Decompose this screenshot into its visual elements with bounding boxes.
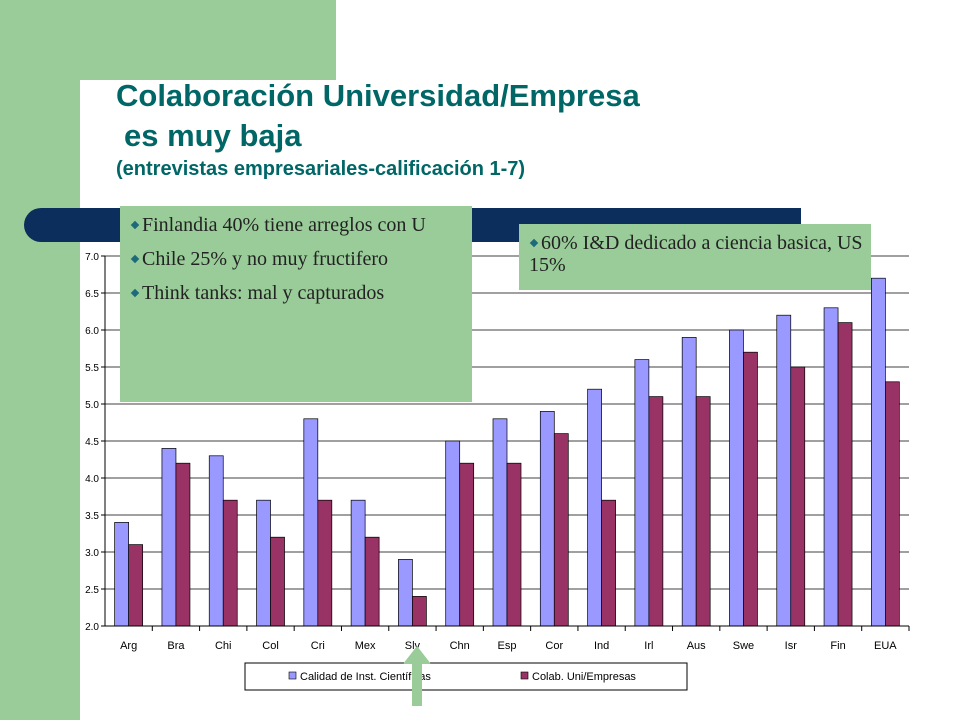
bar-series-2	[412, 596, 427, 627]
callout-text: Think tanks: mal y capturados	[142, 282, 385, 304]
bar-series-1	[350, 499, 366, 627]
bar-series-2	[222, 499, 238, 627]
bar-series-1	[539, 411, 555, 627]
bar-series-2	[601, 499, 616, 627]
diamond-bullet-icon	[130, 220, 140, 230]
bar-series-1	[823, 307, 839, 627]
callout-bullet: Chile 25% y no muy fructifero	[130, 248, 464, 270]
x-tick-label: Swe	[733, 640, 754, 652]
y-tick-label: 2.5	[85, 585, 99, 596]
bar-series-2	[128, 544, 143, 627]
top-green-block	[80, 0, 336, 80]
bar-series-2	[648, 396, 664, 627]
bar-series-2	[553, 433, 569, 627]
chart-legend	[244, 662, 688, 691]
bar-series-1	[161, 448, 177, 627]
bar-series-1	[871, 277, 886, 627]
bar-series-2	[695, 396, 711, 627]
y-tick-label: 6.5	[85, 289, 99, 300]
bar-series-2	[270, 536, 285, 627]
diamond-bullet-icon	[529, 238, 539, 248]
title-line-3: (entrevistas empresariales-calificación …	[116, 158, 526, 180]
y-tick-label: 5.0	[85, 400, 99, 411]
y-tick-label: 5.5	[85, 363, 99, 374]
up-arrow-icon	[403, 646, 431, 706]
bar-series-2	[364, 536, 380, 627]
bar-series-2	[317, 499, 333, 627]
legend-label-series-2: Colab. Uni/Empresas	[532, 671, 636, 683]
x-tick-label: Arg	[120, 640, 137, 652]
y-tick-label: 4.5	[85, 437, 99, 448]
bar-series-2	[175, 462, 191, 627]
title-line-2: es muy baja	[124, 118, 302, 153]
y-tick-label: 7.0	[85, 252, 99, 263]
bar-series-2	[885, 381, 900, 627]
bar-series-1	[256, 499, 271, 627]
diamond-bullet-icon	[130, 254, 140, 264]
x-tick-label: Cor	[545, 640, 563, 652]
bar-series-1	[445, 440, 461, 627]
bar-series-1	[729, 329, 744, 627]
callout-bullet: 60% I&D dedicado a ciencia basica, US 15…	[529, 232, 863, 276]
bar-series-1	[114, 522, 129, 627]
left-green-band	[0, 0, 80, 720]
bar-series-1	[492, 418, 508, 627]
bar-series-1	[303, 418, 319, 627]
bar-series-1	[398, 559, 413, 627]
x-tick-label: EUA	[874, 640, 897, 652]
legend-label-series-1: Calidad de Inst. Científicas	[300, 671, 431, 683]
x-tick-label: Ind	[594, 640, 609, 652]
y-tick-label: 6.0	[85, 326, 99, 337]
bar-series-2	[837, 322, 853, 627]
x-tick-label: Irl	[644, 640, 653, 652]
callout-finlandia: Finlandia 40% tiene arreglos con U Chile…	[120, 206, 472, 402]
x-tick-label: Cri	[311, 640, 325, 652]
bar-series-1	[776, 314, 792, 627]
slide-title: Colaboración Universidad/Empresa es muy …	[116, 76, 936, 182]
callout-ciencia-basica: 60% I&D dedicado a ciencia basica, US 15…	[519, 224, 871, 290]
y-tick-label: 4.0	[85, 474, 99, 485]
bar-series-1	[681, 337, 697, 627]
bar-series-2	[506, 462, 522, 627]
callout-bullet: Finlandia 40% tiene arreglos con U	[130, 214, 464, 236]
x-tick-label: Fin	[830, 640, 845, 652]
x-tick-label: Isr	[785, 640, 798, 652]
bar-series-2	[743, 351, 758, 627]
x-tick-label: Bra	[167, 640, 185, 652]
bar-series-1	[634, 359, 650, 627]
x-tick-label: Aus	[687, 640, 706, 652]
bar-series-1	[587, 388, 602, 627]
x-tick-label: Col	[262, 640, 279, 652]
y-tick-label: 2.0	[85, 622, 99, 633]
callout-text: Finlandia 40% tiene arreglos con U	[142, 214, 426, 236]
legend-swatch-series-2	[520, 671, 529, 680]
bar-series-2	[459, 462, 475, 627]
x-tick-label: Mex	[355, 640, 376, 652]
y-tick-label: 3.5	[85, 511, 99, 522]
x-tick-label: Chi	[215, 640, 232, 652]
legend-swatch-series-1	[288, 671, 297, 680]
callout-text: Chile 25% y no muy fructifero	[142, 248, 389, 270]
callout-text: 60% I&D dedicado a ciencia basica, US 15…	[529, 232, 863, 276]
y-tick-label: 3.0	[85, 548, 99, 559]
title-line-1: Colaboración Universidad/Empresa	[116, 78, 640, 113]
bar-series-1	[208, 455, 224, 627]
bar-series-2	[790, 366, 806, 627]
diamond-bullet-icon	[130, 288, 140, 298]
callout-bullet: Think tanks: mal y capturados	[130, 282, 464, 304]
x-tick-label: Esp	[498, 640, 517, 652]
x-tick-label: Chn	[450, 640, 470, 652]
